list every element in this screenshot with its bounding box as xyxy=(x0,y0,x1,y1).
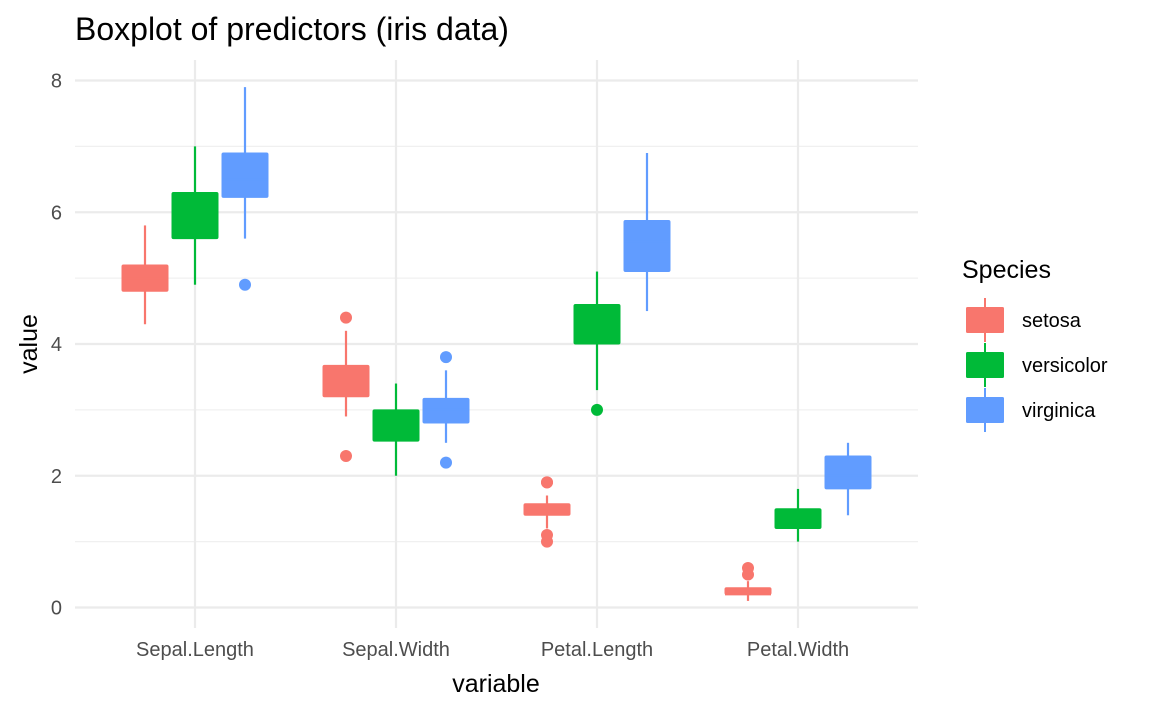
x-axis-title: variable xyxy=(452,670,540,698)
x-axis-ticks: Sepal.Length Sepal.Width Petal.Length Petal… xyxy=(136,639,849,661)
outlier-point xyxy=(440,456,452,469)
box-versicolor xyxy=(171,146,219,285)
legend-title: Species xyxy=(962,256,1051,284)
box-virginica xyxy=(422,351,470,469)
outlier-point xyxy=(340,449,352,462)
x-tick-label: Petal.Length xyxy=(541,639,653,661)
legend-key-box xyxy=(966,307,1004,333)
legend-items: setosa versicolor virginica xyxy=(966,298,1108,432)
y-tick-label: 2 xyxy=(51,466,62,488)
box-body xyxy=(221,152,269,198)
legend-label: setosa xyxy=(1022,310,1082,332)
x-tick-label: Petal.Width xyxy=(747,639,849,661)
box-virginica xyxy=(824,442,872,516)
y-axis-ticks: 0 2 4 6 8 xyxy=(51,71,62,620)
box-versicolor xyxy=(372,383,420,476)
box-virginica xyxy=(623,152,671,312)
y-tick-label: 4 xyxy=(51,334,62,356)
box-virginica xyxy=(221,87,269,291)
legend: Species setosa versicolor virginica xyxy=(962,256,1108,432)
y-tick-label: 0 xyxy=(51,598,62,620)
box-body xyxy=(171,191,219,240)
legend-key-box xyxy=(966,397,1004,423)
legend-label: versicolor xyxy=(1022,355,1108,377)
legend-item-virginica: virginica xyxy=(966,388,1096,432)
box-setosa xyxy=(121,225,169,325)
outlier-point xyxy=(742,561,754,574)
outlier-point xyxy=(440,351,452,364)
box-setosa xyxy=(724,561,772,601)
box-body xyxy=(322,364,370,398)
outlier-point xyxy=(239,278,251,291)
box-setosa xyxy=(523,476,571,548)
legend-item-versicolor: versicolor xyxy=(966,343,1108,387)
outlier-point xyxy=(541,529,553,542)
box-body xyxy=(573,303,621,345)
y-tick-label: 6 xyxy=(51,202,62,224)
box-setosa xyxy=(322,311,370,462)
box-body xyxy=(372,409,420,442)
outlier-point xyxy=(591,403,603,416)
outlier-point xyxy=(340,311,352,324)
y-tick-label: 8 xyxy=(51,71,62,93)
y-axis-title: value xyxy=(15,314,43,374)
box-body xyxy=(774,508,822,529)
box-body xyxy=(824,455,872,490)
x-tick-label: Sepal.Length xyxy=(136,639,254,661)
box-versicolor xyxy=(774,488,822,542)
x-tick-label: Sepal.Width xyxy=(342,639,450,661)
box-versicolor xyxy=(573,271,621,416)
legend-key-box xyxy=(966,352,1004,378)
grid xyxy=(75,60,918,628)
plot-area xyxy=(121,87,872,601)
chart-title: Boxplot of predictors (iris data) xyxy=(75,11,509,47)
legend-label: virginica xyxy=(1022,400,1096,422)
outlier-point xyxy=(541,476,553,489)
legend-item-setosa: setosa xyxy=(966,298,1082,342)
box-body xyxy=(623,219,671,273)
